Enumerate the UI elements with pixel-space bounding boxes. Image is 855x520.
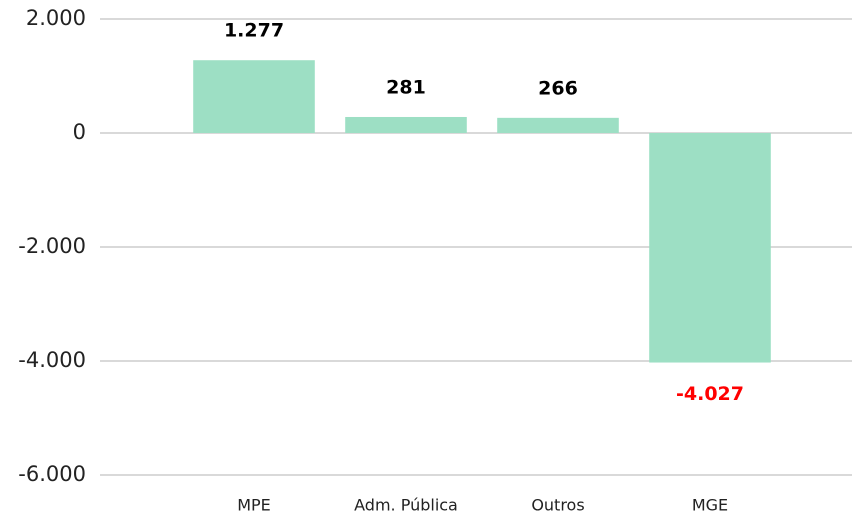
y-tick-label: -2.000 [18,234,86,258]
y-tick-label: -6.000 [18,462,86,486]
bar [345,116,467,133]
data-label: 266 [538,77,578,99]
data-label: -4.027 [676,383,744,405]
x-tick-label: MGE [692,496,728,515]
y-tick-label: -4.000 [18,348,86,372]
bar [497,117,619,133]
x-tick-label: Outros [531,496,584,515]
y-tick-label: 0 [73,120,86,144]
x-tick-label: Adm. Pública [354,496,458,515]
y-tick-label: 2.000 [26,6,86,30]
bar [649,133,771,363]
data-label: 1.277 [224,20,284,42]
x-tick-label: MPE [237,496,271,515]
bar [193,60,315,133]
data-label: 281 [386,76,426,98]
